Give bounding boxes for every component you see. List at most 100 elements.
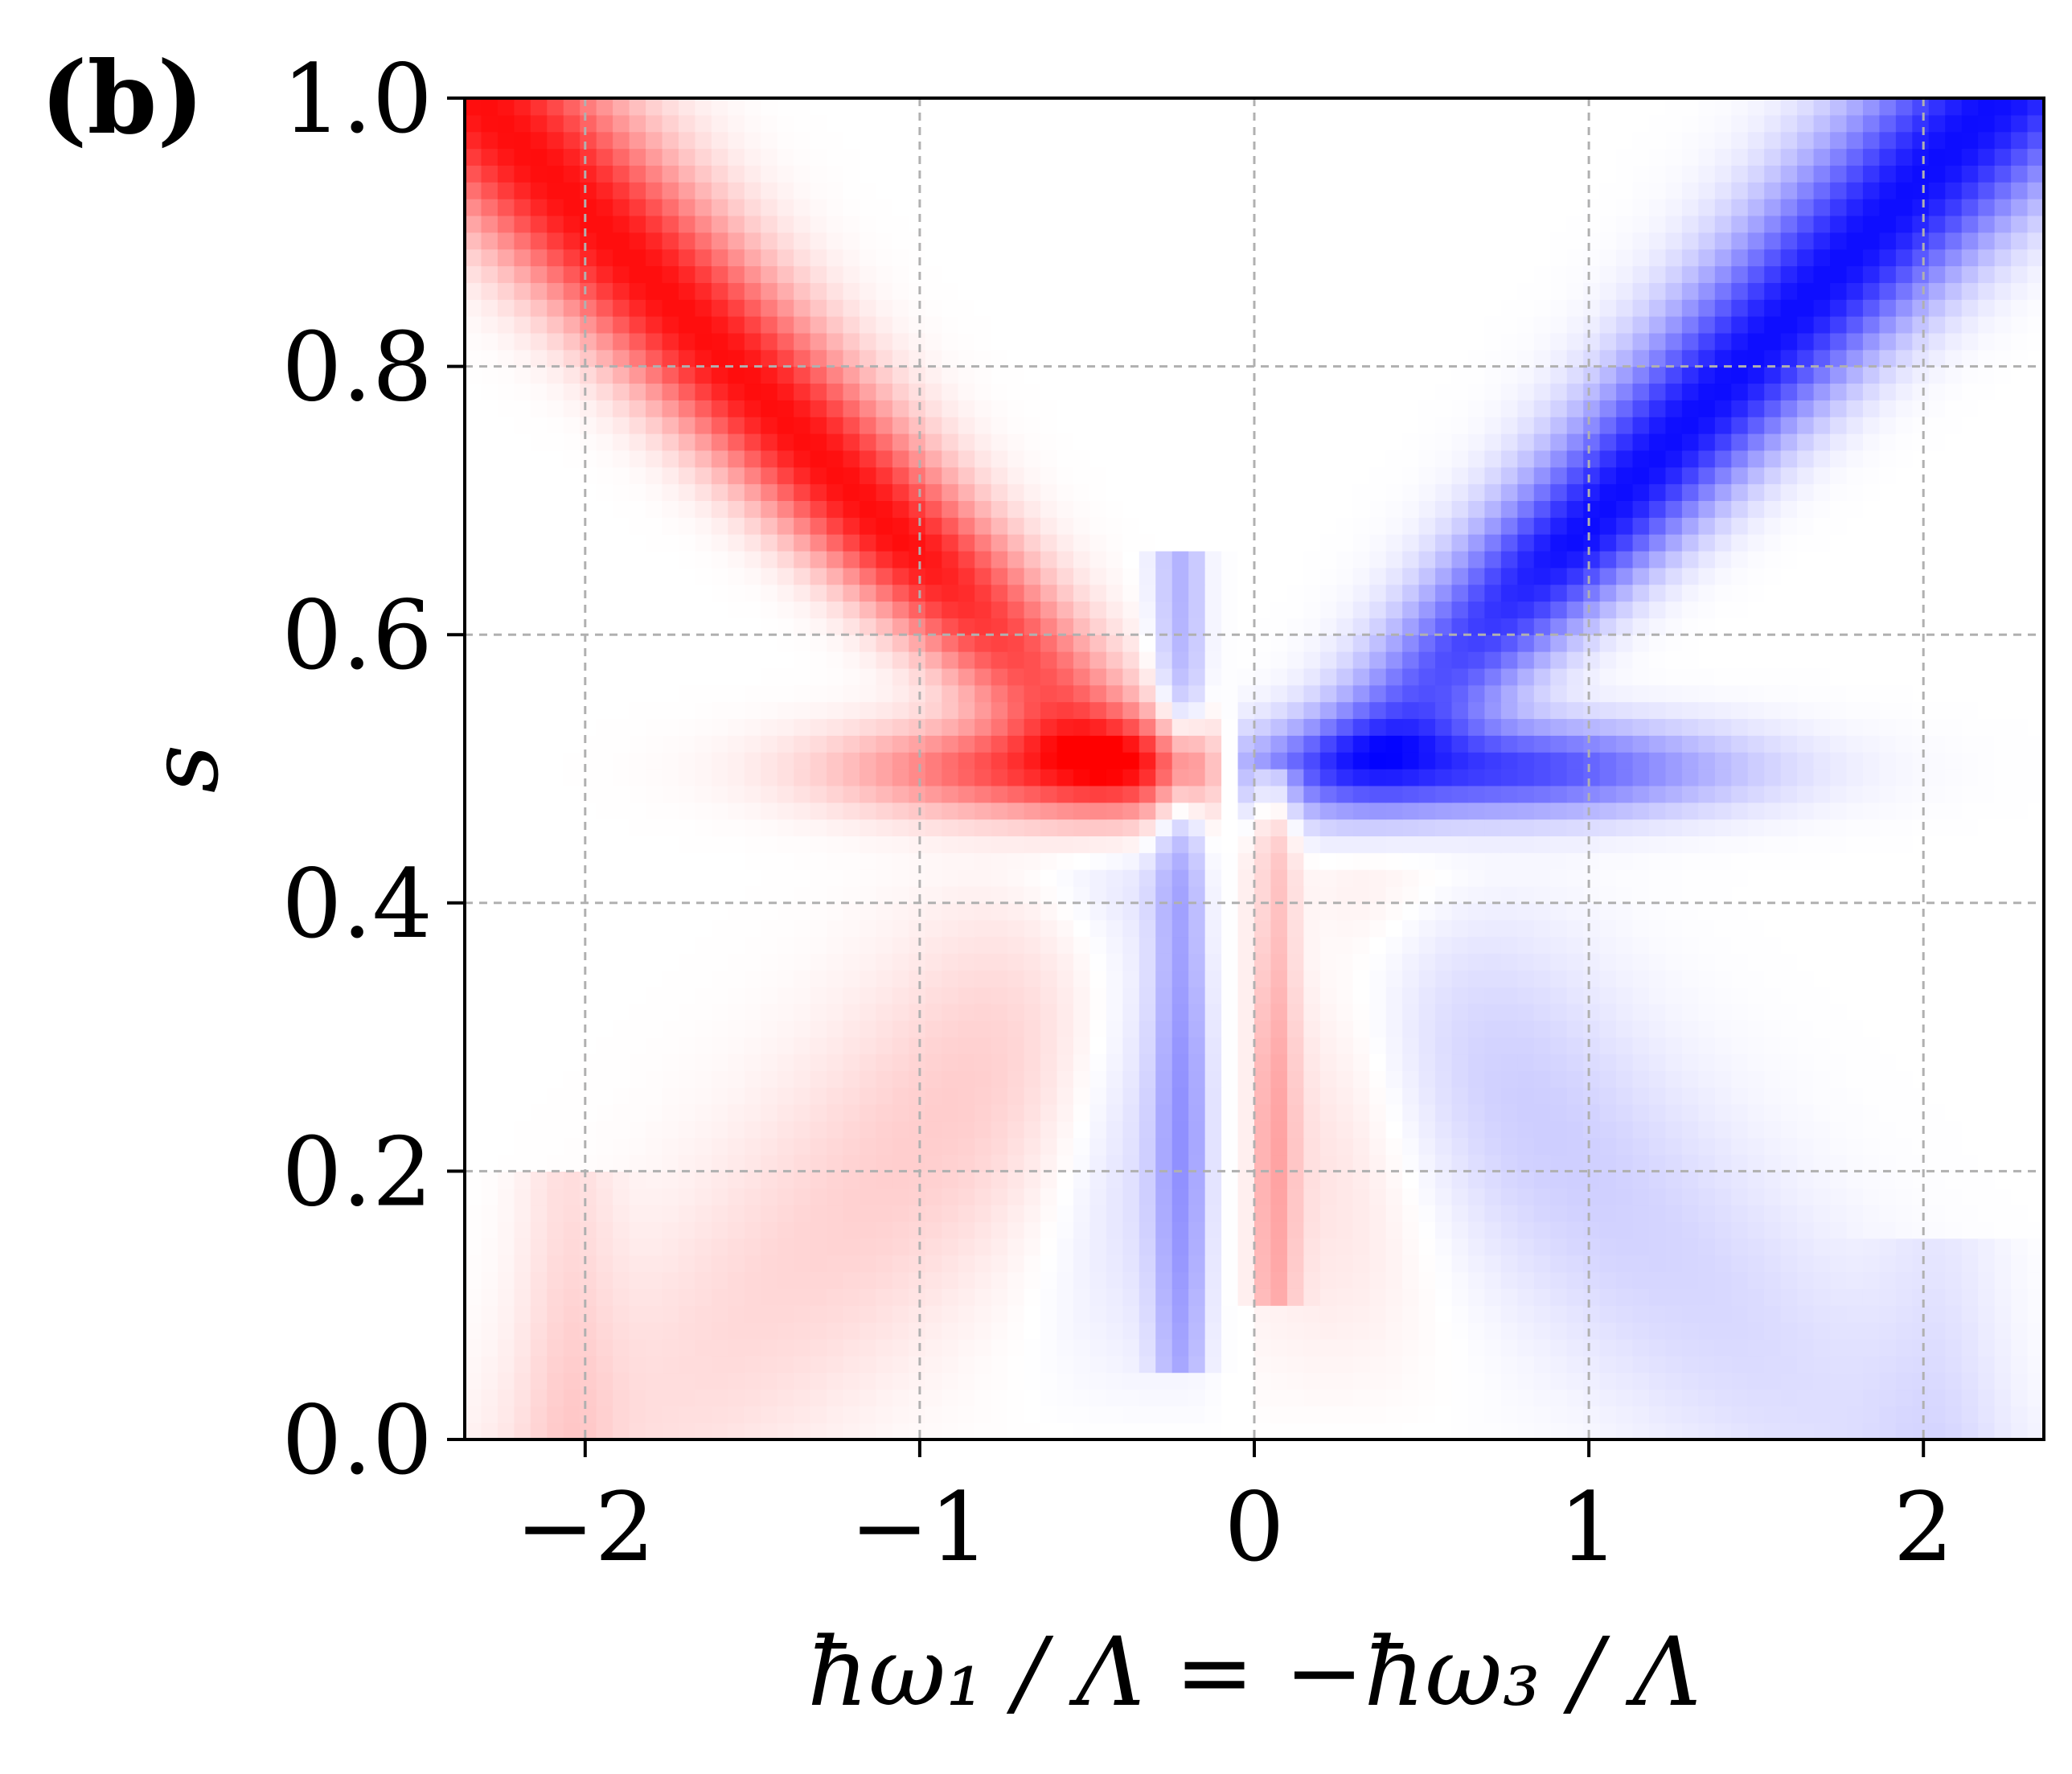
heatmap-cell [1599, 1288, 1617, 1306]
heatmap-cell [1764, 1137, 1782, 1156]
heatmap-cell [777, 1205, 794, 1222]
heatmap-cell [1171, 1305, 1189, 1323]
heatmap-cell [909, 1322, 926, 1340]
heatmap-cell [514, 1188, 531, 1205]
heatmap-cell [1303, 1238, 1321, 1256]
heatmap-cell [465, 1120, 482, 1139]
heatmap-cell [1747, 1020, 1765, 1038]
heatmap-cell [876, 618, 893, 635]
heatmap-cell [794, 1087, 811, 1105]
heatmap-cell [942, 601, 959, 618]
heatmap-cell [646, 1188, 663, 1205]
heatmap-cell [2027, 785, 2045, 803]
heatmap-cell [843, 634, 860, 652]
heatmap-cell [1237, 802, 1255, 820]
heatmap-cell [991, 936, 1008, 954]
heatmap-cell [1517, 1372, 1535, 1390]
heatmap-cell [1813, 1389, 1831, 1406]
heatmap-cell [728, 601, 745, 618]
heatmap-cell [1155, 1037, 1173, 1055]
heatmap-cell [1106, 1355, 1123, 1374]
heatmap-cell [646, 1221, 663, 1239]
heatmap-cell [695, 1037, 712, 1055]
heatmap-cell [596, 802, 613, 820]
heatmap-cell [1994, 785, 2012, 803]
heatmap-cell [1747, 684, 1765, 703]
heatmap-cell [1270, 869, 1288, 887]
heatmap-cell [481, 1154, 499, 1172]
heatmap-cell [1665, 1338, 1683, 1357]
heatmap-cell [1336, 1338, 1354, 1357]
heatmap-cell [1171, 1271, 1189, 1289]
heatmap-cell [1007, 1003, 1025, 1021]
heatmap-cell [1879, 1205, 1897, 1222]
heatmap-cell [958, 1154, 975, 1172]
heatmap-cell [843, 953, 860, 971]
heatmap-cell [728, 1205, 745, 1222]
heatmap-cell [728, 718, 745, 736]
heatmap-cell [1731, 1322, 1749, 1340]
heatmap-cell [1106, 1188, 1123, 1205]
heatmap-cell [2027, 852, 2045, 870]
heatmap-cell [1369, 752, 1387, 770]
heatmap-cell [1517, 1423, 1535, 1440]
heatmap-cell [1616, 970, 1634, 988]
heatmap-cell [1188, 953, 1206, 971]
heatmap-cell [810, 601, 827, 618]
heatmap-cell [728, 1221, 745, 1239]
heatmap-cell [1369, 1020, 1387, 1038]
heatmap-cell [1978, 634, 1996, 652]
heatmap-cell [1731, 1255, 1749, 1273]
heatmap-cell [1418, 1037, 1436, 1055]
heatmap-cell [1978, 1221, 1996, 1239]
heatmap-cell [514, 1238, 531, 1256]
heatmap-cell [1073, 1188, 1091, 1205]
heatmap-cell [1435, 1338, 1453, 1357]
heatmap-cell [547, 752, 564, 770]
heatmap-cell [465, 819, 482, 836]
heatmap-cell [1089, 836, 1107, 853]
heatmap-cell [629, 936, 646, 954]
heatmap-cell [1830, 836, 1848, 853]
heatmap-cell [1764, 970, 1782, 988]
heatmap-cell [1237, 1188, 1255, 1205]
heatmap-cell [1402, 1238, 1420, 1256]
heatmap-cell [942, 919, 959, 938]
heatmap-cell [1451, 651, 1469, 669]
heatmap-cell [1254, 701, 1272, 720]
heatmap-cell [925, 1238, 942, 1256]
heatmap-cell [1352, 1305, 1370, 1323]
heatmap-cell [1221, 1171, 1239, 1189]
heatmap-cell [547, 1070, 564, 1088]
heatmap-cell [1632, 836, 1650, 853]
heatmap-cell [794, 802, 811, 820]
heatmap-cell [1040, 1255, 1058, 1273]
heatmap-cell [794, 836, 811, 853]
heatmap-cell [1024, 869, 1041, 887]
heatmap-cell [1451, 1423, 1469, 1440]
heatmap-cell [1912, 953, 1930, 971]
heatmap-cell [1221, 1423, 1239, 1440]
heatmap-cell [1928, 1104, 1946, 1122]
heatmap-cell [1089, 1322, 1107, 1340]
heatmap-cell [1780, 701, 1798, 720]
heatmap-cell [547, 1188, 564, 1205]
heatmap-cell [1467, 1221, 1486, 1239]
heatmap-cell [1813, 1221, 1831, 1239]
heatmap-cell [1500, 1255, 1518, 1273]
heatmap-cell [2027, 1322, 2045, 1340]
heatmap-cell [974, 802, 992, 820]
heatmap-cell [1830, 1221, 1848, 1239]
heatmap-cell [1319, 1389, 1337, 1406]
heatmap-cell [827, 953, 844, 971]
heatmap-cell [1385, 1389, 1403, 1406]
heatmap-cell [1912, 1271, 1930, 1289]
heatmap-cell [1418, 919, 1436, 938]
heatmap-cell [1122, 584, 1140, 602]
heatmap-cell [1731, 1355, 1749, 1374]
heatmap-cell [744, 1271, 761, 1289]
heatmap-cell [514, 902, 531, 921]
heatmap-cell [1928, 953, 1946, 971]
heatmap-cell [1583, 885, 1601, 904]
heatmap-cell [810, 970, 827, 988]
